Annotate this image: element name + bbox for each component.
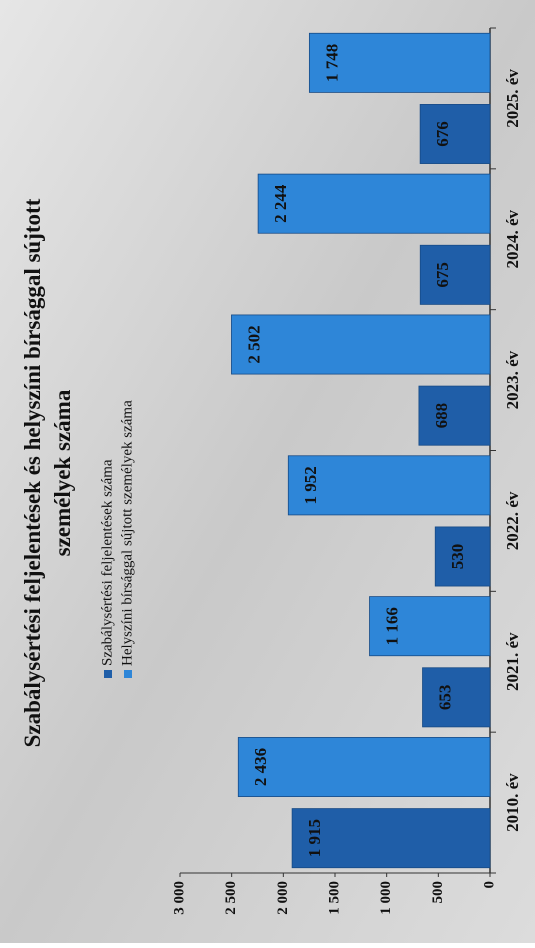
bar [257,173,491,234]
y-tick-label: 1 500 [326,881,342,915]
bar [291,808,491,869]
rotated-chart: Szabálysértési feljelentések és helyszín… [20,27,522,915]
x-tick-label: 2022. év [503,491,522,550]
x-tick-label: 2021. év [503,632,522,691]
bar [434,526,491,587]
x-tick-label: 2025. év [503,69,522,128]
bar [287,455,491,516]
y-tick-label: 2 000 [275,881,291,915]
legend-swatch [124,670,132,678]
y-tick-label: 1 000 [378,881,394,915]
value-label: 1 166 [382,607,401,645]
value-label: 530 [448,544,467,570]
y-tick-label: 2 500 [223,881,239,915]
x-tick-label: 2024. év [503,209,522,268]
value-label: 2 436 [251,748,270,786]
value-label: 676 [433,121,452,147]
value-label: 1 915 [305,819,324,857]
value-label: 1 952 [301,466,320,504]
x-tick-label: 2023. év [503,350,522,409]
y-tick-label: 0 [481,881,497,889]
legend-label: Szabálysértési feljelentések száma [99,459,115,666]
x-tick-label: 2010. év [503,773,522,832]
bar [418,385,491,446]
value-label: 2 244 [271,184,290,223]
bar [419,244,491,305]
bar [369,596,491,657]
y-tick-label: 3 000 [171,881,187,915]
bar [419,104,491,164]
value-label: 653 [435,685,454,711]
bar [422,667,491,728]
bar [308,32,491,93]
value-label: 688 [432,403,451,429]
value-label: 675 [433,262,452,288]
legend-label: Helyszíni bírsággal sújtott személyek sz… [119,400,135,666]
legend-swatch [104,670,112,678]
value-label: 2 502 [244,325,263,363]
title-box: Szabálysértési feljelentések és helyszín… [20,198,75,748]
y-tick-label: 500 [430,881,446,904]
bar [237,737,491,797]
value-label: 1 748 [322,44,341,82]
chart-title: Szabálysértési feljelentések és helyszín… [20,198,75,748]
bar [231,314,491,375]
